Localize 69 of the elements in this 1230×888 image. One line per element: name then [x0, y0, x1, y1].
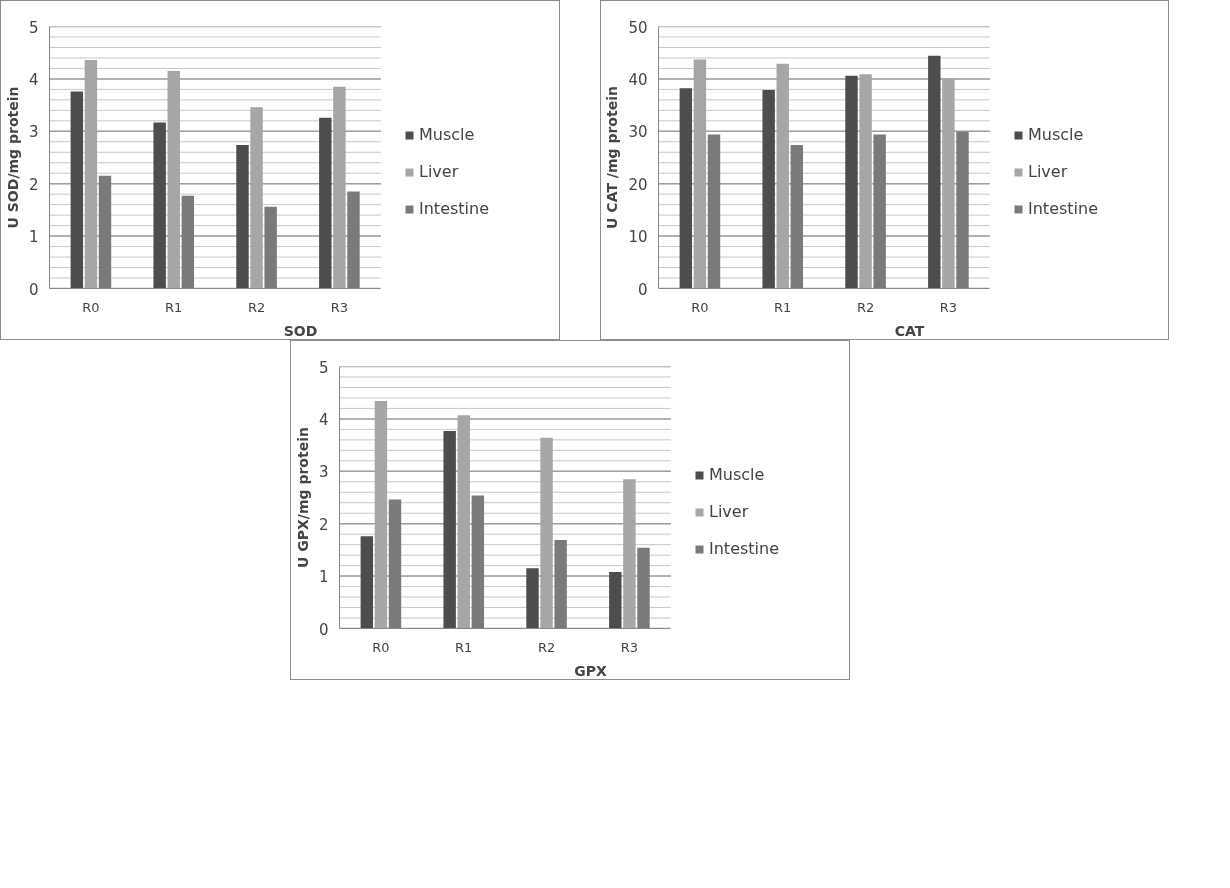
- x-tick-label: R0: [372, 639, 390, 655]
- y-tick-label: 10: [628, 228, 648, 247]
- bar: [443, 430, 456, 629]
- legend-label: Intestine: [419, 199, 490, 218]
- bar: [153, 122, 166, 289]
- bar: [790, 144, 804, 289]
- bar: [526, 568, 539, 629]
- y-tick-label: 40: [628, 70, 648, 89]
- x-tick-label: R3: [620, 639, 639, 655]
- bar: [609, 571, 622, 629]
- bar: [98, 175, 112, 289]
- x-axis-title: SOD: [283, 322, 318, 339]
- legend-label: Intestine: [1028, 199, 1099, 218]
- bar: [707, 134, 721, 289]
- y-tick-label: 0: [318, 620, 329, 639]
- bar: [637, 547, 650, 629]
- y-axis-title: U GPX/mg protein: [294, 427, 311, 568]
- x-tick-label: R3: [330, 299, 349, 315]
- x-tick-label: R1: [165, 299, 183, 315]
- y-tick-label: 0: [637, 280, 648, 299]
- x-tick-label: R3: [939, 299, 958, 315]
- x-tick-label: R2: [856, 299, 875, 315]
- x-tick-label: R0: [82, 299, 100, 315]
- bar: [181, 195, 195, 289]
- y-tick-label: 2: [318, 515, 329, 534]
- bar: [873, 134, 886, 289]
- y-tick-label: 3: [28, 123, 39, 142]
- y-tick-label: 3: [318, 463, 329, 482]
- bar: [679, 88, 693, 289]
- x-tick-label: R2: [247, 299, 266, 315]
- bar: [956, 131, 969, 289]
- y-tick-label: 4: [28, 70, 39, 89]
- legend-label: Muscle: [1028, 125, 1084, 144]
- legend-label: Liver: [1028, 162, 1068, 181]
- bar: [319, 117, 332, 289]
- x-tick-label: R0: [691, 299, 709, 315]
- bar: [554, 539, 567, 629]
- bar: [70, 91, 84, 289]
- y-tick-label: 0: [28, 280, 39, 299]
- bar: [264, 206, 277, 289]
- legend-label: Liver: [709, 502, 749, 521]
- y-tick-label: 4: [318, 410, 329, 429]
- y-tick-label: 50: [628, 18, 648, 37]
- bar: [928, 55, 941, 289]
- y-tick-label: 2: [28, 175, 39, 194]
- legend-label: Muscle: [709, 465, 765, 484]
- y-axis-title: U CAT /mg protein: [604, 86, 621, 229]
- x-tick-label: R1: [774, 299, 792, 315]
- bar: [236, 144, 249, 289]
- y-tick-label: 30: [628, 123, 648, 142]
- legend-label: Intestine: [709, 539, 780, 558]
- legend-label: Liver: [419, 162, 459, 181]
- y-axis-title: U SOD/mg protein: [4, 86, 21, 229]
- y-tick-label: 1: [318, 568, 329, 587]
- bar: [388, 499, 402, 629]
- y-tick-label: 5: [28, 18, 39, 37]
- bar: [762, 89, 775, 289]
- bar: [360, 536, 374, 629]
- y-tick-label: 1: [28, 228, 39, 247]
- x-tick-label: R2: [537, 639, 556, 655]
- x-axis-title: GPX: [574, 662, 607, 679]
- x-axis-title: CAT: [894, 322, 925, 339]
- legend-label: Muscle: [419, 125, 475, 144]
- y-tick-label: 20: [628, 175, 648, 194]
- bar: [347, 191, 360, 289]
- bar: [471, 495, 485, 629]
- y-tick-label: 5: [318, 358, 329, 377]
- bar: [845, 75, 858, 289]
- x-tick-label: R1: [455, 639, 473, 655]
